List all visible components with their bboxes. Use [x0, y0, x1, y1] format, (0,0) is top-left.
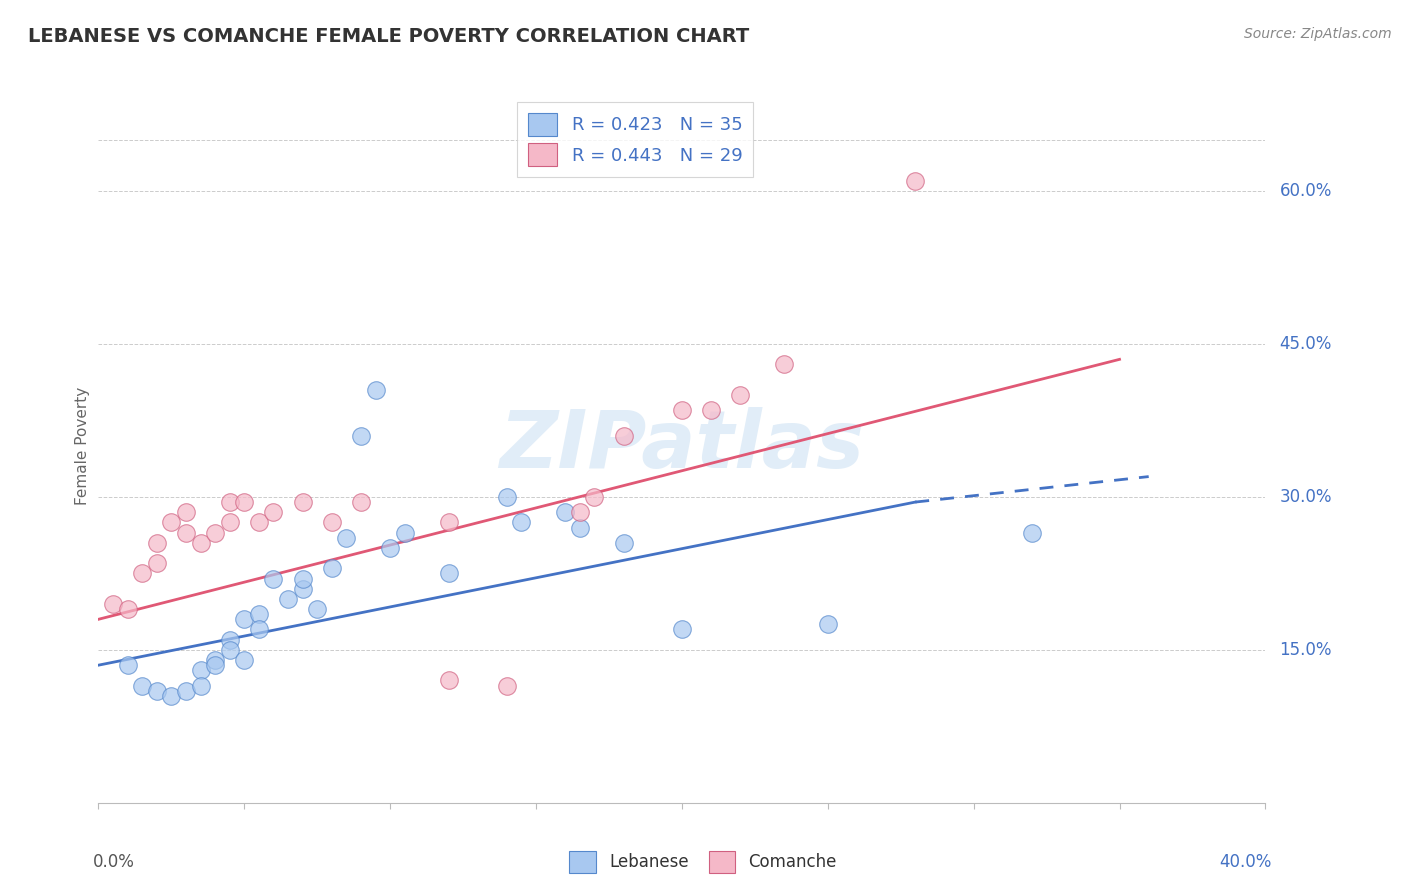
Point [671, 403, 693, 417]
Point [247, 623, 270, 637]
Point [350, 429, 373, 443]
Point [247, 607, 270, 622]
Point [904, 174, 927, 188]
Text: 40.0%: 40.0% [1219, 853, 1271, 871]
Point [117, 602, 139, 616]
Point [101, 597, 124, 611]
Point [612, 429, 634, 443]
Point [277, 591, 299, 606]
Point [700, 403, 723, 417]
Point [291, 582, 314, 596]
Point [671, 623, 693, 637]
Text: Source: ZipAtlas.com: Source: ZipAtlas.com [1244, 27, 1392, 41]
Point [218, 643, 240, 657]
Point [554, 505, 576, 519]
Text: 30.0%: 30.0% [1279, 488, 1331, 506]
Point [204, 525, 226, 540]
Point [146, 536, 169, 550]
Text: 15.0%: 15.0% [1279, 640, 1331, 659]
Point [262, 572, 284, 586]
Point [773, 358, 796, 372]
Text: 45.0%: 45.0% [1279, 335, 1331, 353]
Text: ZIPatlas: ZIPatlas [499, 407, 865, 485]
Point [190, 536, 212, 550]
Point [160, 516, 183, 530]
Point [612, 536, 634, 550]
Point [350, 495, 373, 509]
Point [321, 516, 343, 530]
Point [146, 556, 169, 570]
Point [190, 679, 212, 693]
Point [378, 541, 402, 555]
Point [568, 505, 591, 519]
Point [160, 689, 183, 703]
Point [1021, 525, 1043, 540]
Point [495, 490, 517, 504]
Point [190, 663, 212, 677]
Point [218, 632, 240, 647]
Point [335, 531, 357, 545]
Legend: R = 0.423   N = 35, R = 0.443   N = 29: R = 0.423 N = 35, R = 0.443 N = 29 [517, 102, 754, 178]
Point [174, 683, 197, 698]
Point [437, 516, 460, 530]
Point [321, 561, 343, 575]
Point [247, 516, 270, 530]
Point [174, 505, 197, 519]
Point [364, 383, 387, 397]
Point [437, 566, 460, 581]
Point [174, 525, 197, 540]
Text: LEBANESE VS COMANCHE FEMALE POVERTY CORRELATION CHART: LEBANESE VS COMANCHE FEMALE POVERTY CORR… [28, 27, 749, 45]
Point [204, 653, 226, 667]
Y-axis label: Female Poverty: Female Poverty [75, 387, 90, 505]
Point [291, 572, 314, 586]
Text: 0.0%: 0.0% [93, 853, 135, 871]
Point [730, 388, 752, 402]
Point [204, 658, 226, 673]
Text: 60.0%: 60.0% [1279, 182, 1331, 200]
Point [233, 653, 256, 667]
Point [307, 602, 329, 616]
Point [437, 673, 460, 688]
Legend: Lebanese, Comanche: Lebanese, Comanche [562, 845, 844, 880]
Point [233, 495, 256, 509]
Point [394, 525, 416, 540]
Point [262, 505, 284, 519]
Point [146, 683, 169, 698]
Point [495, 679, 517, 693]
Point [583, 490, 606, 504]
Point [291, 495, 314, 509]
Point [218, 516, 240, 530]
Point [817, 617, 839, 632]
Point [510, 516, 533, 530]
Point [218, 495, 240, 509]
Point [233, 612, 256, 626]
Point [131, 566, 153, 581]
Point [131, 679, 153, 693]
Point [117, 658, 139, 673]
Point [568, 520, 591, 534]
